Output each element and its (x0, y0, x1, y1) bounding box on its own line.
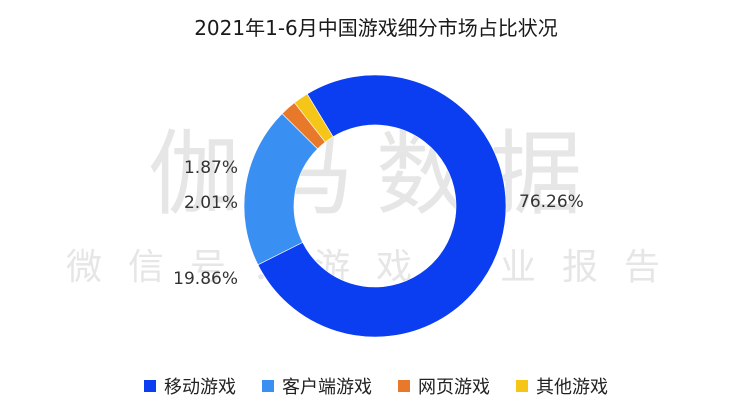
data-label: 19.86% (173, 269, 238, 289)
legend-item-client: 客户端游戏 (262, 373, 372, 399)
legend-swatch (144, 380, 156, 392)
legend-swatch (398, 380, 410, 392)
legend-swatch (516, 380, 528, 392)
data-label: 1.87% (184, 158, 238, 178)
data-label: 76.26% (519, 192, 584, 212)
legend-item-web: 网页游戏 (398, 373, 490, 399)
legend-label: 客户端游戏 (282, 377, 372, 398)
data-label: 2.01% (184, 193, 238, 213)
legend-label: 其他游戏 (536, 377, 608, 398)
legend-swatch (262, 380, 274, 392)
legend-label: 移动游戏 (164, 377, 236, 398)
legend-item-other: 其他游戏 (516, 373, 608, 399)
slice-other (294, 93, 334, 143)
chart-title: 2021年1-6月中国游戏细分市场占比状况 (194, 16, 558, 40)
legend-label: 网页游戏 (418, 377, 490, 398)
legend-item-mobile: 移动游戏 (144, 373, 236, 399)
slice-mobile (257, 74, 507, 338)
legend: 移动游戏 客户端游戏 网页游戏 其他游戏 (0, 373, 752, 399)
